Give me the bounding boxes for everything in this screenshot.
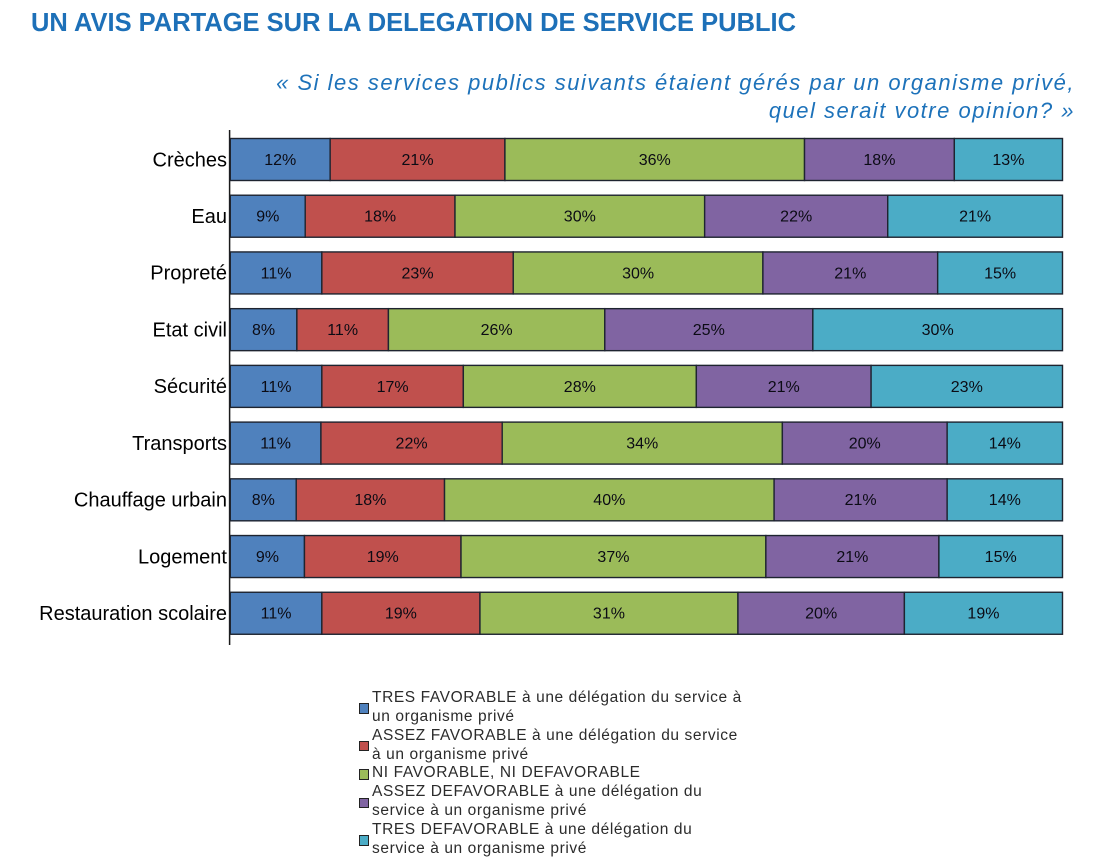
svg-text:11%: 11% [327,322,358,339]
svg-text:19%: 19% [367,549,399,566]
svg-text:Crèches: Crèches [153,149,227,171]
svg-text:37%: 37% [597,549,629,566]
svg-text:20%: 20% [849,436,881,453]
svg-text:21%: 21% [834,265,866,282]
svg-text:21%: 21% [845,492,877,509]
svg-text:8%: 8% [252,492,275,509]
svg-text:21%: 21% [402,152,434,169]
svg-text:11%: 11% [261,606,292,623]
svg-text:9%: 9% [256,209,279,226]
svg-text:14%: 14% [989,492,1021,509]
svg-text:40%: 40% [593,492,625,509]
svg-text:34%: 34% [626,436,658,453]
svg-text:23%: 23% [402,265,434,282]
svg-text:30%: 30% [564,209,596,226]
svg-text:12%: 12% [264,152,296,169]
svg-text:17%: 17% [377,379,409,396]
svg-text:30%: 30% [622,265,654,282]
svg-text:36%: 36% [639,152,671,169]
svg-text:9%: 9% [256,549,279,566]
svg-text:Propreté: Propreté [150,263,227,285]
svg-text:20%: 20% [805,606,837,623]
svg-text:13%: 13% [992,152,1024,169]
svg-text:25%: 25% [693,322,725,339]
svg-text:15%: 15% [985,549,1017,566]
svg-text:11%: 11% [261,265,292,282]
svg-text:15%: 15% [984,265,1016,282]
svg-text:28%: 28% [564,379,596,396]
svg-text:19%: 19% [967,606,999,623]
svg-text:21%: 21% [768,379,800,396]
svg-text:21%: 21% [836,549,868,566]
svg-text:11%: 11% [261,379,292,396]
svg-text:22%: 22% [780,209,812,226]
svg-text:30%: 30% [922,322,954,339]
svg-text:Logement: Logement [138,546,227,568]
svg-text:Transports: Transports [132,433,227,455]
svg-text:8%: 8% [252,322,275,339]
svg-text:19%: 19% [385,606,417,623]
svg-text:26%: 26% [481,322,513,339]
svg-text:Sécurité: Sécurité [154,376,227,398]
svg-text:21%: 21% [959,209,991,226]
svg-text:18%: 18% [354,492,386,509]
svg-text:22%: 22% [396,436,428,453]
svg-text:Etat civil: Etat civil [153,320,227,342]
svg-text:Eau: Eau [191,206,227,228]
svg-text:18%: 18% [364,209,396,226]
svg-text:18%: 18% [863,152,895,169]
svg-text:Chauffage urbain: Chauffage urbain [74,490,227,512]
svg-text:14%: 14% [989,436,1021,453]
svg-text:31%: 31% [593,606,625,623]
svg-text:11%: 11% [260,436,291,453]
svg-text:Restauration scolaire: Restauration scolaire [39,603,227,625]
svg-text:23%: 23% [951,379,983,396]
